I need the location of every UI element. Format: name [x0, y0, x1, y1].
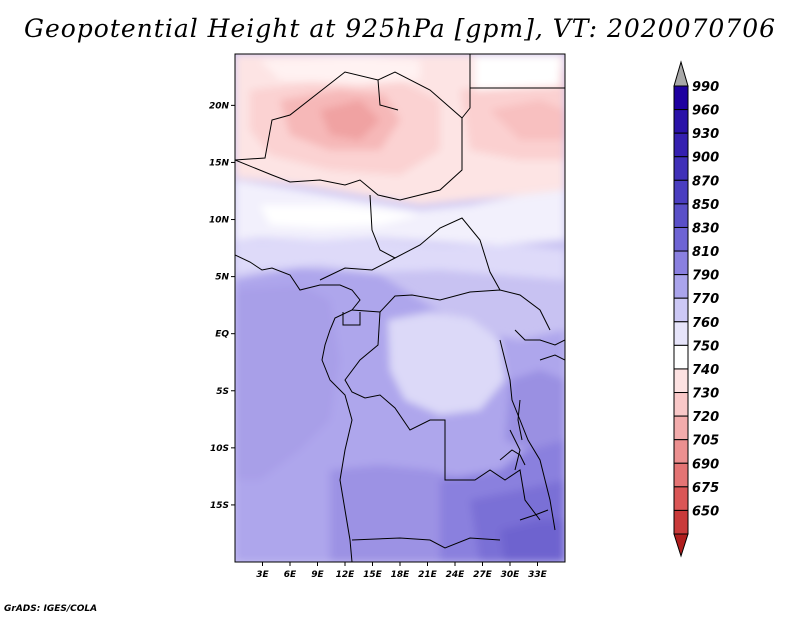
lon-tick-label: 30E	[501, 570, 521, 580]
colorbar-label: 740	[692, 363, 719, 378]
colorbar-label: 760	[692, 316, 719, 331]
colorbar-label: 790	[692, 269, 719, 284]
colorbar-segment	[673, 321, 689, 346]
lat-tick-label: 5N	[215, 273, 229, 283]
colorbar-segment	[673, 156, 689, 181]
colorbar-segment	[673, 250, 689, 276]
colorbar-under-arrow	[673, 533, 689, 558]
lon-tick-label: 27E	[473, 570, 493, 580]
lat-tick-label: 10S	[210, 444, 229, 454]
colorbar-label: 990	[692, 80, 719, 95]
lon-tick-label: 12E	[336, 570, 356, 580]
colorbar-segment	[673, 203, 689, 228]
colorbar-over-arrow	[673, 60, 689, 87]
lon-tick-label: 6E	[284, 570, 297, 580]
colorbar-label: 705	[692, 434, 719, 449]
colorbar-label: 960	[692, 104, 719, 119]
colorbar: 990 960 930 900 870 850 830 810 790 770 760 750 740 7…	[673, 60, 719, 558]
colorbar-segment	[673, 415, 689, 441]
colorbar-segment	[673, 226, 689, 252]
colorbar-segment	[673, 179, 689, 205]
colorbar-label: 720	[692, 410, 719, 425]
lon-tick-label: 15E	[363, 570, 383, 580]
colorbar-label: 850	[692, 198, 719, 213]
colorbar-segment	[673, 462, 689, 488]
colorbar-label: 930	[692, 127, 719, 142]
colorbar-segment	[673, 132, 689, 158]
colorbar-label: 730	[692, 387, 719, 402]
longitude-axis: 3E 6E 9E 12E 15E 18E 21E 24E 27E 30E 33E	[256, 562, 548, 580]
colorbar-segment	[673, 344, 689, 370]
colorbar-segment	[673, 392, 689, 417]
colorbar-label: 690	[692, 457, 719, 472]
lon-tick-label: 33E	[528, 570, 548, 580]
colorbar-segment	[673, 109, 689, 134]
colorbar-label: 900	[692, 151, 719, 166]
chart-title: Geopotential Height at 925hPa [gpm], VT:…	[23, 14, 777, 43]
lat-tick-label: 5S	[216, 387, 229, 397]
lon-tick-label: 24E	[446, 570, 466, 580]
colorbar-segment	[673, 85, 689, 111]
lat-tick-label: 15S	[210, 501, 229, 511]
lon-tick-label: 3E	[256, 570, 269, 580]
colorbar-label: 830	[692, 221, 719, 236]
lat-tick-label: 20N	[209, 101, 230, 111]
latitude-axis: 20N 15N 10N 5N EQ 5S 10S 15S	[209, 101, 235, 511]
colorbar-segment	[673, 509, 689, 535]
height-field	[235, 54, 565, 562]
lon-tick-label: 9E	[311, 570, 324, 580]
lon-tick-label: 21E	[418, 570, 438, 580]
coastlines-borders	[235, 54, 565, 562]
colorbar-segment	[673, 439, 689, 464]
grads-credit: GrADS: IGES/COLA	[4, 604, 98, 614]
colorbar-label: 750	[692, 339, 719, 354]
colorbar-segment	[673, 368, 689, 394]
colorbar-label: 870	[692, 174, 719, 189]
lat-tick-label: 15N	[209, 158, 230, 168]
lat-tick-label: 10N	[209, 216, 230, 226]
colorbar-segment	[673, 486, 689, 511]
lat-tick-label: EQ	[215, 330, 229, 340]
lon-tick-label: 18E	[391, 570, 411, 580]
colorbar-segment	[673, 274, 689, 299]
colorbar-label: 675	[692, 481, 719, 496]
colorbar-segment	[673, 297, 689, 323]
colorbar-label: 810	[692, 245, 719, 260]
colorbar-label: 650	[692, 504, 719, 519]
colorbar-label: 770	[692, 292, 719, 307]
